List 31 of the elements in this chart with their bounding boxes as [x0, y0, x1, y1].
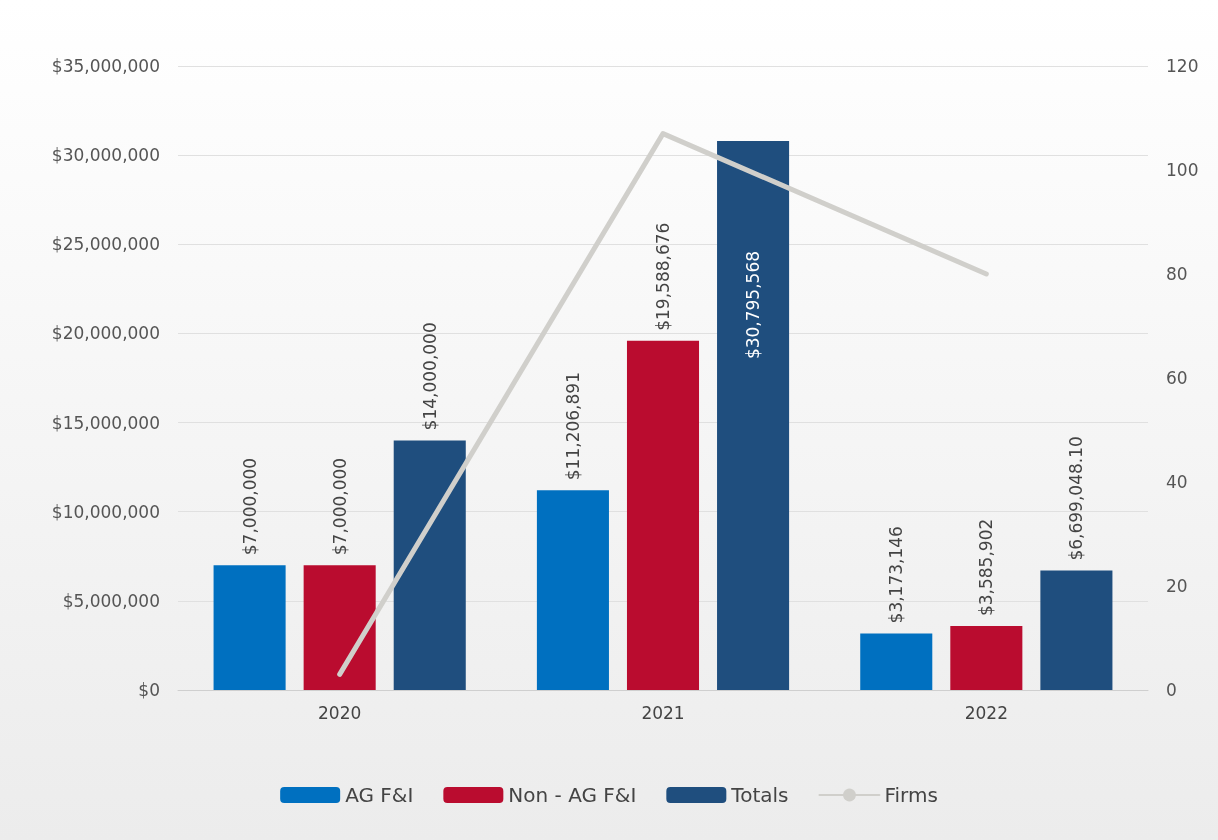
legend-label: Totals: [730, 783, 789, 807]
y-tick-label: $0: [138, 680, 160, 700]
y-tick-label: $30,000,000: [51, 145, 160, 166]
y2-tick-label: 0: [1166, 680, 1177, 700]
data-label: $7,000,000: [239, 457, 260, 556]
y2-tick-label: 100: [1166, 160, 1199, 180]
x-tick-label: 2021: [641, 702, 685, 723]
data-label: $11,206,891: [562, 372, 583, 481]
y-tick-label: $25,000,000: [51, 234, 160, 255]
x-tick-label: 2020: [318, 702, 362, 723]
y-tick-label: $35,000,000: [51, 56, 160, 76]
legend-label: Non - AG F&I: [508, 783, 637, 807]
y2-tick-label: 120: [1166, 56, 1199, 76]
y-tick-label: $20,000,000: [51, 323, 160, 344]
y2-tick-label: 20: [1166, 576, 1188, 596]
data-label: $7,000,000: [329, 457, 350, 556]
data-label: $6,699,048.10: [1066, 436, 1087, 561]
data-label: $3,585,902: [976, 518, 997, 617]
data-label: $3,173,146: [886, 526, 907, 624]
data-label: $19,588,676: [653, 222, 673, 331]
y-tick-label: $5,000,000: [62, 590, 160, 611]
y2-tick-label: 60: [1166, 368, 1188, 388]
data-label: $14,000,000: [419, 322, 440, 431]
data-label: $30,795,568: [743, 250, 764, 360]
legend-label: AG F&I: [345, 783, 414, 807]
y-tick-label: $15,000,000: [51, 412, 160, 433]
y-tick-label: $10,000,000: [51, 501, 160, 522]
y2-tick-label: 40: [1166, 472, 1188, 492]
legend-label: Firms: [884, 783, 938, 807]
y2-tick-label: 80: [1166, 264, 1188, 284]
x-tick-label: 2022: [964, 702, 1008, 723]
